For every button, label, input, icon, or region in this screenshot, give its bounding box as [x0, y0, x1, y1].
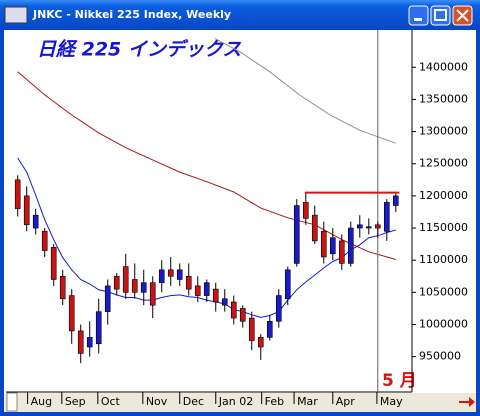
y-tick-label: 1400000 [419, 60, 468, 73]
scroll-box[interactable] [6, 392, 18, 412]
candle-body [338, 240, 345, 264]
y-tick-label: 1250000 [419, 157, 468, 170]
app-icon [4, 6, 28, 24]
candle-body [68, 295, 75, 332]
candle-body [95, 311, 102, 345]
candle-body [248, 317, 255, 341]
candle-body [239, 308, 246, 322]
status-bar [4, 393, 476, 412]
candle-body [86, 337, 93, 348]
candle-body [392, 195, 399, 206]
candle-body [374, 224, 381, 229]
y-tick-label: 1350000 [419, 92, 468, 105]
candle-body [194, 285, 201, 296]
y-tick-label: 1200000 [419, 189, 468, 202]
candle-body [131, 279, 138, 293]
candle-body [257, 337, 264, 348]
candle-body [221, 298, 228, 306]
y-tick-label: 1050000 [419, 285, 468, 298]
candle-body [113, 275, 120, 290]
chart-title: 日経 225 インデックス [37, 39, 241, 61]
x-tick-label: Oct [101, 395, 121, 408]
next-arrow[interactable] [459, 397, 475, 407]
candle-body [77, 330, 84, 354]
candle-body [347, 227, 354, 264]
window-title: JNKC - Nikkei 225 Index, Weekly [32, 8, 231, 21]
moving-average-line [214, 37, 396, 144]
candle-body [203, 282, 210, 296]
candle-body [266, 320, 273, 338]
x-tick-label: May [380, 395, 403, 408]
candle-body [212, 288, 219, 303]
candle-body [41, 230, 48, 251]
x-tick-label: Mar [297, 395, 318, 408]
candle-body [158, 269, 165, 283]
candle-body [59, 275, 66, 300]
candle-body [104, 285, 111, 312]
candle-body [14, 179, 21, 210]
candle-body [320, 230, 327, 258]
candle-body [140, 282, 147, 293]
y-tick-label: 1150000 [419, 221, 468, 234]
candle-body [176, 269, 183, 280]
candle-body [149, 282, 156, 306]
candle-body [311, 214, 318, 242]
y-tick-label: 1300000 [419, 125, 468, 138]
candle-body [167, 269, 174, 277]
x-tick-label: Aug [31, 395, 52, 408]
candle-body [185, 275, 192, 290]
y-tick-label: 1000000 [419, 317, 468, 330]
candle-body [23, 195, 30, 226]
x-tick-label: Apr [336, 395, 356, 408]
candle-body [356, 224, 363, 229]
candle-body [122, 266, 129, 293]
candle-body [32, 214, 39, 229]
candle-body [275, 295, 282, 322]
x-tick-label: Sep [65, 395, 86, 408]
close-icon [456, 9, 469, 22]
maximize-icon [434, 9, 447, 21]
x-tick-label: Feb [265, 395, 284, 408]
candle-body [365, 226, 372, 229]
chart-panel [4, 30, 476, 412]
minimize-icon [414, 18, 422, 21]
candle-body [230, 301, 237, 319]
candle-body [284, 269, 291, 300]
y-tick-label: 950000 [419, 350, 461, 363]
candle-body [383, 202, 390, 232]
maximize-button[interactable] [430, 5, 451, 26]
minimize-button[interactable] [408, 5, 429, 26]
x-tick-label: Dec [183, 395, 204, 408]
annotation: 5 月 [382, 371, 417, 391]
candle-body [329, 237, 336, 255]
title-bar [0, 0, 480, 30]
candle-body [302, 202, 309, 219]
x-tick-label: Nov [146, 395, 168, 408]
x-tick-label: Jan 02 [218, 395, 253, 408]
candle-body [293, 205, 300, 264]
candle-body [50, 247, 57, 280]
y-tick-label: 1100000 [419, 253, 468, 266]
